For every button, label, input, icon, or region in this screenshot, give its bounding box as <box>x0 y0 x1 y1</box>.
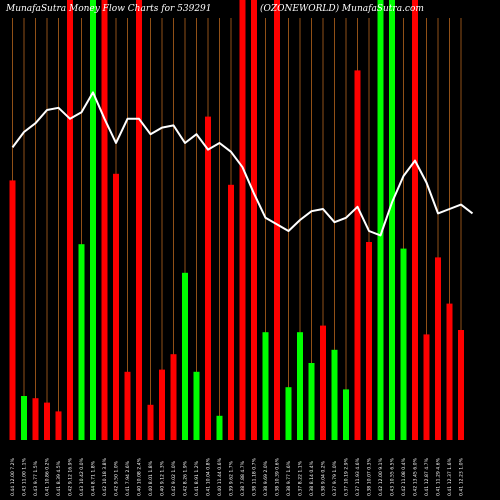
flow-bar <box>55 411 62 440</box>
flow-bar <box>78 244 85 440</box>
x-tick-label: 0.37 11.93 4.6% <box>355 457 361 496</box>
price-line <box>11 91 474 237</box>
x-tick-label: 0.41 12.23 1.0% <box>459 457 465 496</box>
flow-bar <box>44 402 50 440</box>
flow-bar <box>446 303 453 440</box>
flow-bar <box>216 415 223 440</box>
flow-bar <box>136 0 142 440</box>
flow-bar <box>32 398 39 440</box>
flow-bar <box>159 369 165 440</box>
flow-bar <box>274 0 280 440</box>
x-tick-label: 0.41 10.86 0.2% <box>45 457 51 496</box>
x-tick-label: 0.41 8.91 1.2% <box>194 460 200 496</box>
chart-header-right: (OZONEWORLD) MunafaSutra.com <box>260 3 424 14</box>
x-tick-label: 0.43 10.55 6.5% <box>390 457 396 496</box>
x-tick-label: 0.40 10.08 2.4% <box>137 457 143 496</box>
x-tick-label: 0.37 9.79 1.0% <box>332 460 338 496</box>
x-tick-label: 0.40 8.01 1.8% <box>148 460 154 496</box>
flow-bar <box>21 396 27 440</box>
price-line-path <box>11 91 474 237</box>
x-tick-label: 0.41 7.94 2.6% <box>125 460 131 496</box>
x-tick-label: 0.42 10.18 3.8% <box>102 457 108 496</box>
flow-bar <box>124 371 131 440</box>
x-tick-label: 0.37 10.19 2.9% <box>344 457 350 496</box>
flow-bar <box>193 371 200 440</box>
flow-bar <box>228 184 234 440</box>
flow-bar <box>343 389 349 440</box>
x-tick-label: 0.41 10.04 0.8% <box>206 457 212 496</box>
flow-bar <box>90 0 96 440</box>
x-tick-label: 0.43 10.42 0.0% <box>79 457 85 496</box>
flow-bar <box>297 332 303 440</box>
x-tick-label: 0.38 9.77 1.6% <box>286 460 292 496</box>
x-tick-label: 0.42 13.45 6.0% <box>413 457 419 496</box>
flow-bar <box>423 334 430 440</box>
flow-bar <box>308 363 315 440</box>
x-tick-label: 0.38 9.69 2.0% <box>263 460 269 496</box>
x-tick-label: 0.41 12.37 1.6% <box>447 457 453 496</box>
x-tick-label: 0.38 10.07 0.3% <box>367 457 373 496</box>
x-tick-label: 0.42 8.26 1.9% <box>183 460 189 496</box>
x-tick-label: 0.37 8.22 1.1% <box>298 460 304 496</box>
flow-bar <box>400 248 407 440</box>
flow-bar <box>239 0 246 440</box>
x-tick-label: 0.39 9.62 1.7% <box>229 460 235 496</box>
flow-bar <box>412 0 418 440</box>
flow-bar <box>331 349 338 440</box>
flow-bar <box>182 272 188 440</box>
x-tick-label: 0.38 8.14 0.4% <box>309 460 315 496</box>
x-tick-label: 0.42 9.02 1.0% <box>171 460 177 496</box>
flow-bar <box>262 332 269 440</box>
flow-bar <box>354 70 361 441</box>
x-tick-label: 0.43 11.00 1.1% <box>22 457 28 496</box>
x-tick-label: 0.43 9.77 1.5% <box>33 460 39 496</box>
x-tick-labels: 0.44 12.00 7.2% 0.43 11.00 1.1% 0.43 9.77 … <box>10 457 465 496</box>
x-tick-label: 0.44 8.71 1.8% <box>91 460 97 496</box>
flow-bar <box>285 387 292 440</box>
flow-bar <box>251 0 257 440</box>
flow-bar <box>67 0 73 440</box>
flow-bar <box>147 404 154 440</box>
flow-bar <box>101 0 108 440</box>
flow-bar <box>9 180 16 440</box>
x-tick-label: 0.38 11.18 0.7% <box>252 457 258 496</box>
x-tick-label: 0.44 12.00 7.2% <box>10 457 16 496</box>
flow-bar <box>435 257 441 440</box>
x-tick-label: 0.38 9.04 0.2% <box>321 460 327 496</box>
x-tick-label: 0.42 9.50 1.0% <box>114 460 120 496</box>
x-tick-label: 0.38 7.88 4.7% <box>240 460 246 496</box>
flow-bar <box>170 354 177 440</box>
x-tick-label: 0.40 11.44 0.6% <box>217 457 223 496</box>
flow-bar <box>366 242 372 440</box>
flow-bar <box>205 116 211 440</box>
flow-bar <box>389 0 395 440</box>
flow-bar <box>113 173 119 441</box>
flow-bar <box>377 0 384 440</box>
bars <box>9 0 464 441</box>
flow-bar <box>320 325 326 440</box>
flow-bar <box>458 330 464 440</box>
x-tick-label: 0.41 11.29 4.6% <box>436 457 442 496</box>
x-tick-label: 0.40 9.12 1.3% <box>160 460 166 496</box>
x-tick-label: 0.42 11.08 0.4% <box>401 457 407 496</box>
chart-header-left: MunafaSutra Money Flow Charts for 539291 <box>5 4 212 14</box>
x-tick-label: 0.41 12.87 4.7% <box>424 457 430 496</box>
x-tick-label: 0.38 10.39 0.6% <box>275 457 281 496</box>
x-tick-label: 0.42 12.00 9.1% <box>378 457 384 496</box>
x-tick-label: 0.42 9.12 16.9% <box>68 457 74 496</box>
x-tick-label: 0.41 8.39 4.5% <box>56 460 62 496</box>
